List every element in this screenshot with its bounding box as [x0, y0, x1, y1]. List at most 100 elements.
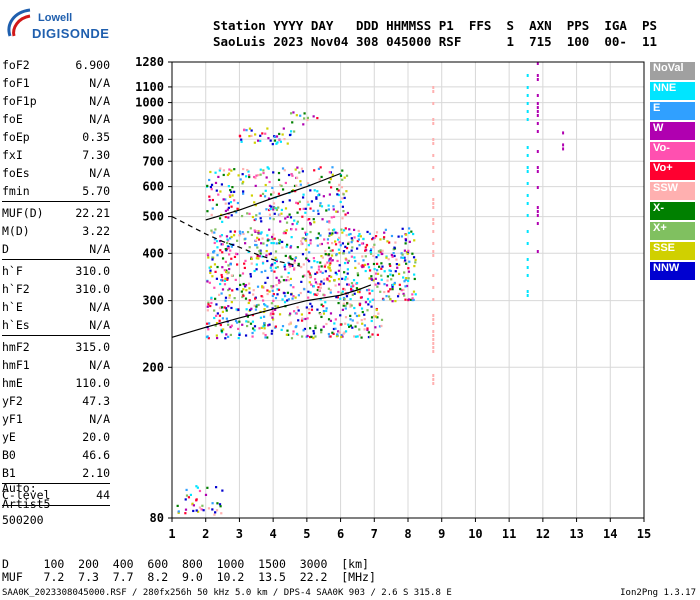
- echo-point: [319, 286, 322, 289]
- echo-point: [213, 513, 216, 516]
- echo-point: [230, 190, 233, 194]
- streak-segment: [432, 250, 435, 253]
- echo-point: [271, 143, 274, 146]
- echo-point: [177, 510, 180, 513]
- echo-point: [253, 329, 256, 332]
- echo-point: [356, 272, 359, 275]
- echo-point: [286, 299, 289, 302]
- echo-point: [231, 186, 234, 189]
- echo-point: [351, 319, 354, 322]
- echo-point: [407, 249, 410, 252]
- streak-segment: [536, 166, 539, 169]
- echo-point: [310, 200, 314, 203]
- echo-point: [209, 271, 212, 275]
- echo-point: [242, 232, 245, 236]
- echo-point: [255, 263, 258, 266]
- echo-point: [253, 304, 256, 307]
- echo-point: [349, 298, 352, 301]
- y-tick-label: 500: [142, 210, 164, 224]
- param-name: C-level: [2, 488, 51, 502]
- echo-point: [327, 253, 331, 256]
- echo-point: [298, 208, 302, 211]
- echo-point: [295, 222, 299, 225]
- echo-point: [230, 169, 233, 172]
- echo-point: [215, 321, 219, 325]
- streak-segment: [536, 106, 539, 109]
- echo-point: [344, 213, 347, 216]
- echo-point: [357, 262, 360, 265]
- echo-point: [342, 304, 345, 307]
- streak-segment: [432, 286, 435, 289]
- echo-point: [245, 320, 248, 323]
- echo-point: [227, 323, 230, 326]
- echo-point: [238, 332, 241, 335]
- echo-point: [341, 290, 344, 293]
- legend-item: E: [650, 102, 695, 120]
- echo-point: [346, 268, 349, 271]
- echo-point: [333, 322, 336, 325]
- echo-point: [239, 283, 242, 287]
- echo-point: [228, 287, 231, 290]
- echo-point: [214, 228, 217, 231]
- echo-point: [271, 289, 274, 292]
- echo-point: [329, 257, 332, 260]
- echo-point: [214, 511, 217, 514]
- echo-point: [244, 283, 248, 287]
- x-tick-label: 12: [536, 527, 550, 541]
- streak-segment: [526, 94, 529, 97]
- echo-point: [306, 118, 309, 122]
- echo-point: [383, 290, 386, 294]
- echo-point: [341, 308, 344, 311]
- echo-point: [322, 309, 325, 313]
- echo-point: [349, 305, 352, 308]
- echo-point: [287, 279, 290, 282]
- echo-point: [295, 312, 298, 315]
- echo-point: [369, 252, 373, 255]
- streak-segment: [526, 102, 529, 105]
- echo-point: [268, 180, 271, 184]
- echo-point: [256, 139, 260, 142]
- streak-segment: [536, 150, 539, 153]
- echo-point: [255, 257, 258, 260]
- echo-point: [219, 505, 222, 508]
- streak-segment: [536, 114, 539, 117]
- echo-point: [302, 263, 305, 266]
- echo-point: [225, 247, 229, 251]
- echo-point: [314, 335, 317, 338]
- streak-segment: [432, 90, 435, 93]
- param-row: yF1 N/A: [2, 410, 110, 428]
- echo-point: [243, 284, 246, 287]
- echo-point: [326, 277, 329, 280]
- param-name: h`Es: [2, 318, 30, 332]
- streak-segment: [536, 130, 539, 133]
- echo-point: [404, 259, 407, 262]
- echo-point: [391, 274, 395, 277]
- echo-point: [241, 173, 244, 176]
- echo-point: [305, 306, 308, 309]
- echo-point: [246, 230, 250, 234]
- echo-point: [404, 285, 407, 288]
- echo-point: [218, 293, 221, 296]
- echo-point: [307, 296, 310, 299]
- echo-point: [375, 231, 379, 234]
- echo-point: [334, 231, 337, 234]
- echo-point: [244, 175, 248, 178]
- echo-point: [352, 284, 355, 287]
- echo-point: [254, 184, 257, 187]
- echo-point: [277, 171, 281, 175]
- echo-point: [315, 293, 318, 297]
- streak-segment: [432, 198, 435, 201]
- echo-point: [291, 264, 294, 268]
- echo-point: [215, 189, 218, 192]
- echo-point: [271, 237, 274, 241]
- echo-point: [251, 313, 255, 317]
- echo-point: [328, 171, 331, 174]
- echo-point: [296, 202, 300, 205]
- echo-point: [244, 259, 247, 262]
- echo-point: [240, 140, 243, 143]
- echo-point: [230, 214, 233, 217]
- echo-point: [346, 211, 350, 215]
- echo-point: [351, 239, 354, 242]
- echo-point: [379, 250, 382, 253]
- echo-point: [329, 319, 333, 322]
